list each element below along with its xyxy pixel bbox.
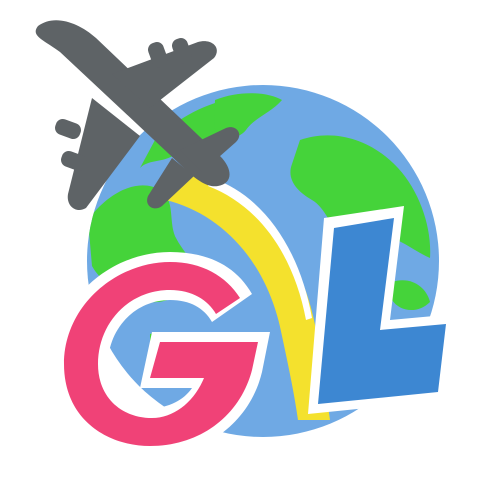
letter-g: G	[54, 252, 270, 456]
airplane-icon	[35, 20, 240, 211]
flight-trail	[166, 172, 330, 420]
letter-l: L	[318, 218, 446, 404]
